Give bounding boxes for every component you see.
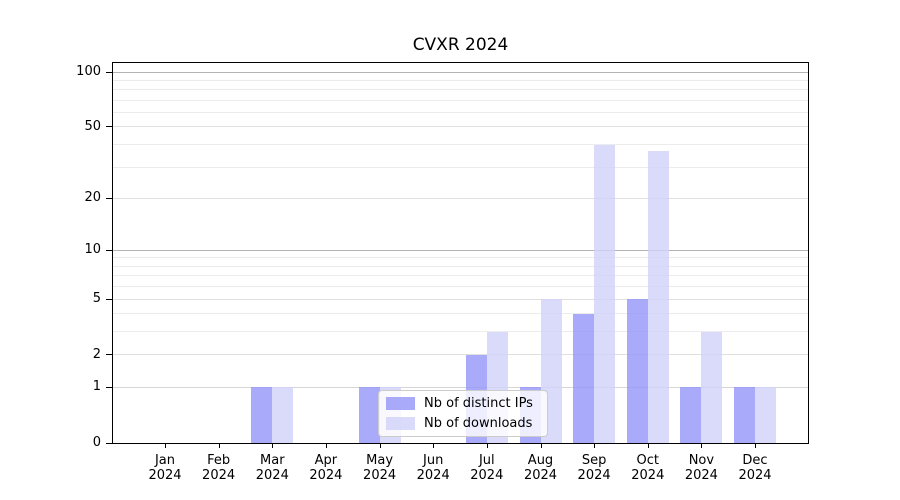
y-tick-label: 0 xyxy=(92,435,101,450)
gridline xyxy=(113,249,808,251)
y-tick-label: 100 xyxy=(76,64,101,79)
bar-downloads-mar xyxy=(272,387,294,443)
y-tick-label: 5 xyxy=(92,291,101,306)
gridline xyxy=(113,166,808,168)
chart-title: CVXR 2024 xyxy=(412,35,509,55)
bar-downloads-sep xyxy=(594,144,616,443)
gridline xyxy=(113,275,808,277)
bars-layer xyxy=(113,63,808,443)
x-tick-mark xyxy=(165,443,166,448)
gridline xyxy=(113,331,808,333)
x-tick-label-dec: Dec 2024 xyxy=(738,453,772,483)
x-tick-mark xyxy=(325,443,327,448)
y-tick-mark xyxy=(106,249,113,251)
x-tick-label-apr: Apr 2024 xyxy=(309,453,343,483)
x-tick-label-jul: Jul 2024 xyxy=(470,453,504,483)
y-tick-mark xyxy=(106,298,113,300)
y-tick-label: 50 xyxy=(84,118,101,134)
x-tick-mark xyxy=(379,443,381,448)
y-tick-label: 10 xyxy=(84,242,101,258)
x-tick-mark xyxy=(647,443,649,448)
bar-distinct-ips-dec xyxy=(734,387,755,443)
x-tick-label-aug: Aug 2024 xyxy=(523,453,558,483)
gridline-layer xyxy=(113,63,808,443)
x-tick-mark xyxy=(218,443,220,448)
gridline xyxy=(113,286,808,288)
plot-area: Nb of distinct IPs Nb of downloads xyxy=(112,62,809,444)
bar-distinct-ips-nov xyxy=(680,387,702,443)
bar-distinct-ips-oct xyxy=(626,299,648,443)
x-tick-mark xyxy=(433,443,435,448)
x-tick-label-sep: Sep 2024 xyxy=(577,453,611,483)
gridline xyxy=(113,313,808,315)
x-tick-label-jun: Jun 2024 xyxy=(416,453,450,483)
gridline xyxy=(113,144,808,145)
x-tick-label-oct: Oct 2024 xyxy=(631,453,665,483)
y-tick-mark xyxy=(106,197,113,199)
bar-distinct-ips-mar xyxy=(251,387,273,443)
legend-label-distinct-ips: Nb of distinct IPs xyxy=(424,396,533,411)
legend-swatch-distinct-ips xyxy=(386,397,415,410)
gridline xyxy=(113,112,808,114)
y-tick-mark xyxy=(106,71,113,73)
x-tick-mark xyxy=(701,443,703,448)
gridline xyxy=(113,89,808,91)
x-tick-label-may: May 2024 xyxy=(363,453,397,483)
y-tick-mark xyxy=(106,386,113,388)
bar-distinct-ips-sep xyxy=(573,313,595,443)
gridline xyxy=(113,354,808,356)
legend-swatch-downloads xyxy=(386,417,415,430)
bar-downloads-nov xyxy=(701,331,723,443)
legend-item-downloads: Nb of downloads xyxy=(386,416,547,431)
gridline xyxy=(113,99,808,101)
x-tick-label-mar: Mar 2024 xyxy=(255,453,289,483)
bar-downloads-oct xyxy=(647,150,669,443)
gridline xyxy=(113,126,808,128)
gridline xyxy=(113,79,808,81)
x-tick-mark xyxy=(486,443,488,448)
y-tick-mark xyxy=(106,442,113,444)
x-tick-label-feb: Feb 2024 xyxy=(202,453,236,483)
bar-downloads-dec xyxy=(755,387,776,443)
y-tick-label: 1 xyxy=(92,379,101,395)
gridline xyxy=(113,265,808,267)
y-tick-label: 20 xyxy=(84,190,101,206)
y-tick-mark xyxy=(106,126,113,128)
y-tick-label: 2 xyxy=(92,346,101,362)
gridline xyxy=(113,257,808,259)
bar-distinct-ips-may xyxy=(358,387,380,443)
legend: Nb of distinct IPs Nb of downloads xyxy=(378,390,548,437)
x-tick-label-nov: Nov 2024 xyxy=(684,453,718,483)
x-tick-mark xyxy=(272,443,274,448)
legend-item-distinct-ips: Nb of distinct IPs xyxy=(386,396,547,411)
x-tick-label-jan: Jan 2024 xyxy=(148,453,182,483)
y-tick-mark xyxy=(106,354,113,356)
legend-label-downloads: Nb of downloads xyxy=(424,416,533,431)
gridline xyxy=(113,71,808,73)
x-tick-mark xyxy=(594,443,596,448)
x-tick-mark xyxy=(540,443,542,448)
x-tick-mark xyxy=(755,443,756,448)
gridline xyxy=(113,197,808,199)
gridline xyxy=(113,298,808,300)
gridline xyxy=(113,386,808,388)
